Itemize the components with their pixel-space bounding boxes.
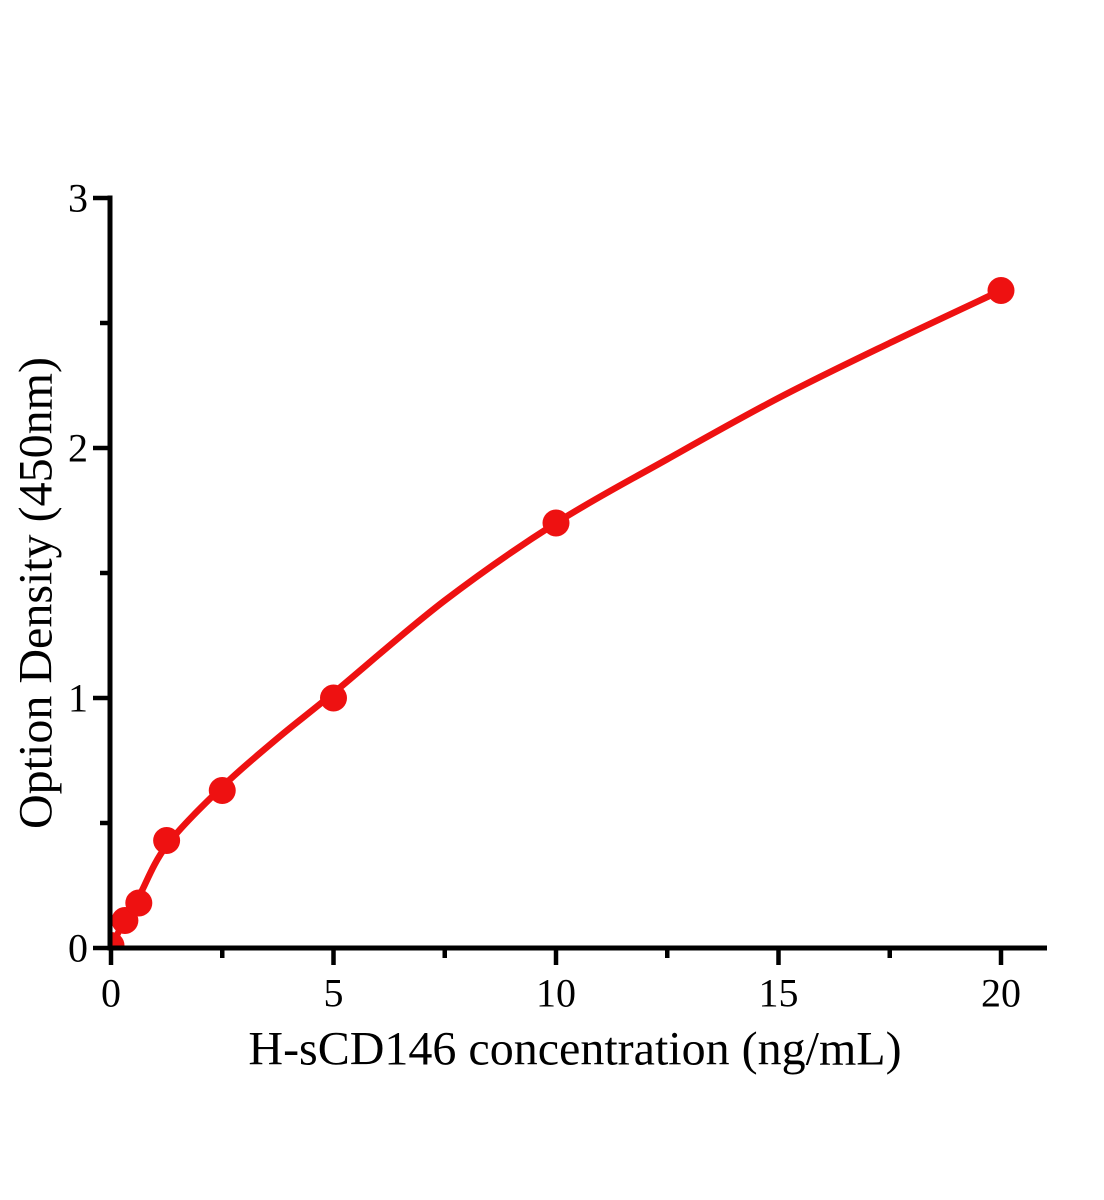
x-tick-label: 5 — [324, 971, 344, 1016]
data-point — [153, 827, 181, 854]
series-layer — [110, 277, 1015, 948]
y-tick-label: 3 — [68, 176, 88, 221]
y-tick-label: 1 — [68, 676, 88, 721]
axes-layer: 0 5 10 15 20 0 1 2 3 — [68, 176, 1047, 1016]
x-tick-label: 0 — [101, 971, 121, 1016]
y-tick-label: 2 — [68, 426, 88, 471]
data-point — [110, 932, 125, 948]
data-point — [542, 509, 570, 537]
data-point — [987, 277, 1015, 304]
data-point — [320, 684, 347, 712]
x-tick-label: 15 — [759, 971, 799, 1016]
y-tick-label: 0 — [68, 926, 88, 971]
y-axis-title: Option Density (450nm) — [10, 357, 63, 829]
x-axis-title: H-sCD146 concentration (ng/mL) — [248, 1023, 901, 1076]
x-tick-label: 10 — [536, 971, 576, 1016]
data-point — [208, 777, 236, 804]
fit-curve — [110, 287, 1005, 948]
x-tick-label: 20 — [981, 971, 1021, 1016]
data-point — [125, 889, 153, 917]
